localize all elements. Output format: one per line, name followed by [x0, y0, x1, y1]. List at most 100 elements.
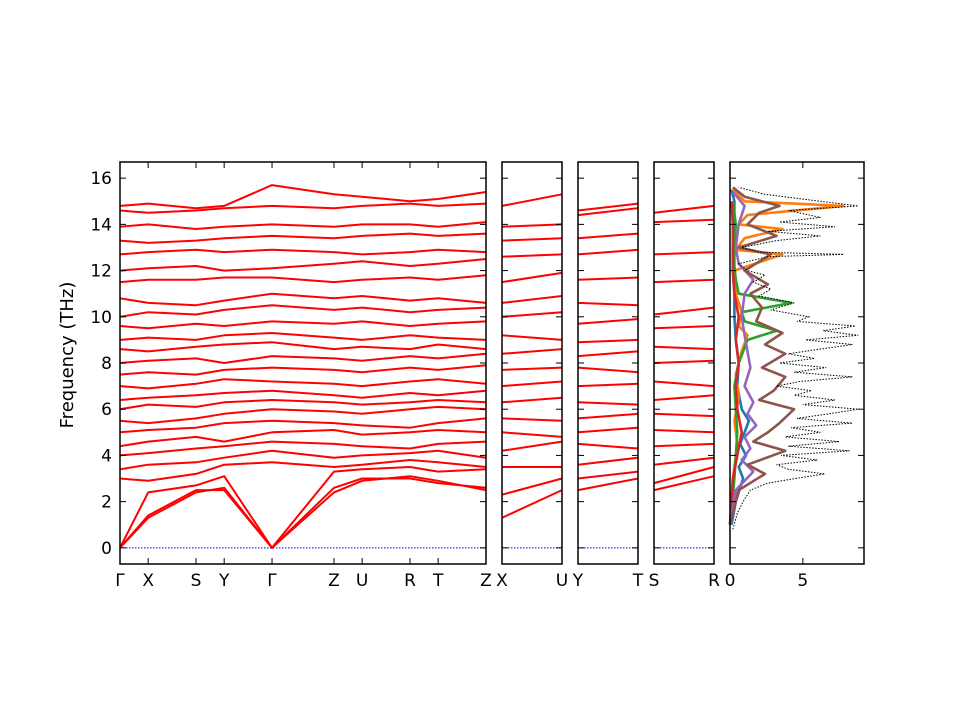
phonon-band-6 — [501, 417, 563, 422]
phonon-band-16 — [501, 237, 563, 242]
phonon-band-7 — [577, 401, 639, 406]
phonon-band-16 — [119, 332, 487, 341]
phonon-band-9 — [577, 366, 639, 374]
phonon-band-3 — [653, 456, 715, 466]
phonon-band-4 — [653, 442, 715, 448]
phonon-band-15 — [119, 341, 487, 353]
phonon-band-10 — [577, 350, 639, 358]
phonon-band-17 — [577, 207, 639, 217]
phonon-band-8 — [501, 380, 563, 388]
dos-x-tick-label: 5 — [797, 571, 808, 591]
total-dos — [732, 186, 859, 530]
phonon-band-18 — [577, 202, 639, 212]
phonon-band-17 — [119, 320, 487, 330]
phonon-band-5 — [119, 449, 487, 471]
phonon-band-6 — [577, 412, 639, 420]
phonon-band-18 — [501, 193, 563, 207]
x-tick-label: X — [142, 571, 154, 591]
phonon-band-10 — [653, 345, 715, 351]
phonon-band-15 — [653, 218, 715, 224]
phonon-band-1 — [577, 477, 639, 492]
phonon-band-12 — [501, 311, 563, 318]
phonon-band-5 — [501, 431, 563, 438]
phonon-band-24 — [119, 221, 487, 230]
phonon-band-23 — [119, 232, 487, 244]
projected-dos-3 — [728, 201, 793, 525]
phonon-band-8 — [577, 382, 639, 388]
x-tick-label: R — [404, 571, 416, 591]
phonon-band-1 — [119, 477, 487, 549]
phonon-band-12 — [653, 306, 715, 316]
y-tick-label: 8 — [101, 354, 112, 374]
phonon-band-7 — [653, 394, 715, 401]
phonon-band-16 — [653, 204, 715, 214]
y-tick-label: 14 — [90, 215, 112, 235]
y-tick-label: 0 — [101, 539, 112, 559]
y-tick-label: 12 — [90, 262, 112, 282]
x-tick-label: Z — [328, 571, 340, 591]
projected-dos-5 — [728, 191, 758, 525]
phonon-band-8 — [653, 380, 715, 388]
phonon-band-2 — [653, 466, 715, 485]
x-tick-label: Y — [572, 571, 584, 591]
phonon-band-14 — [577, 276, 639, 281]
phonon-band-15 — [577, 248, 639, 256]
phonon-band-4 — [119, 459, 487, 482]
phonon-band-13 — [577, 301, 639, 307]
phonon-band-12 — [119, 378, 487, 390]
panel-frame — [577, 161, 639, 565]
phonon-band-6 — [119, 440, 487, 457]
phonon-band-14 — [501, 271, 563, 284]
phonon-band-9 — [653, 359, 715, 364]
phonon-band-13 — [119, 364, 487, 376]
projected-dos-6 — [728, 186, 796, 526]
phonon-band-4 — [501, 440, 563, 452]
phonon-band-5 — [653, 429, 715, 434]
phonon-band-16 — [577, 232, 639, 240]
x-tick-label: Γ — [115, 571, 125, 591]
x-tick-label: T — [632, 571, 644, 591]
y-tick-label: 4 — [101, 446, 112, 466]
phonon-band-11 — [119, 389, 487, 401]
phonon-band-3 — [119, 466, 487, 549]
phonon-band-26 — [119, 184, 487, 210]
phonon-band-9 — [501, 366, 563, 371]
phonon-band-18 — [119, 304, 487, 318]
phonon-band-7 — [501, 396, 563, 404]
phonon-band-20 — [119, 274, 487, 284]
y-axis-title: Frequency (THz) — [57, 282, 78, 429]
phonon-band-6 — [653, 412, 715, 418]
x-tick-label: X — [496, 571, 508, 591]
x-tick-label: S — [649, 571, 660, 591]
y-tick-label: 2 — [101, 493, 112, 513]
phonon-band-21 — [119, 258, 487, 272]
x-tick-label: T — [432, 571, 444, 591]
phonon-band-1 — [501, 489, 563, 519]
x-tick-label: U — [356, 571, 368, 591]
phonon-band-25 — [119, 202, 487, 214]
x-tick-label: Γ — [267, 571, 277, 591]
phonon-band-14 — [119, 352, 487, 364]
phonon-band-5 — [577, 426, 639, 434]
phonon-band-11 — [653, 325, 715, 330]
phonon-band-2 — [577, 470, 639, 480]
phonon-band-14 — [653, 251, 715, 256]
x-tick-label: Y — [218, 571, 230, 591]
x-tick-label: R — [708, 571, 720, 591]
phonon-band-7 — [119, 429, 487, 448]
phonon-band-11 — [501, 334, 563, 341]
phonon-band-1 — [653, 475, 715, 492]
dos-x-tick-label: 0 — [725, 571, 736, 591]
phonon-band-2 — [119, 475, 487, 549]
phonon-band-13 — [653, 278, 715, 284]
phonon-band-10 — [501, 348, 563, 355]
phonon-band-11 — [577, 338, 639, 344]
y-tick-label: 10 — [90, 308, 112, 328]
phonon-band-13 — [501, 295, 563, 304]
phonon-band-19 — [119, 292, 487, 307]
